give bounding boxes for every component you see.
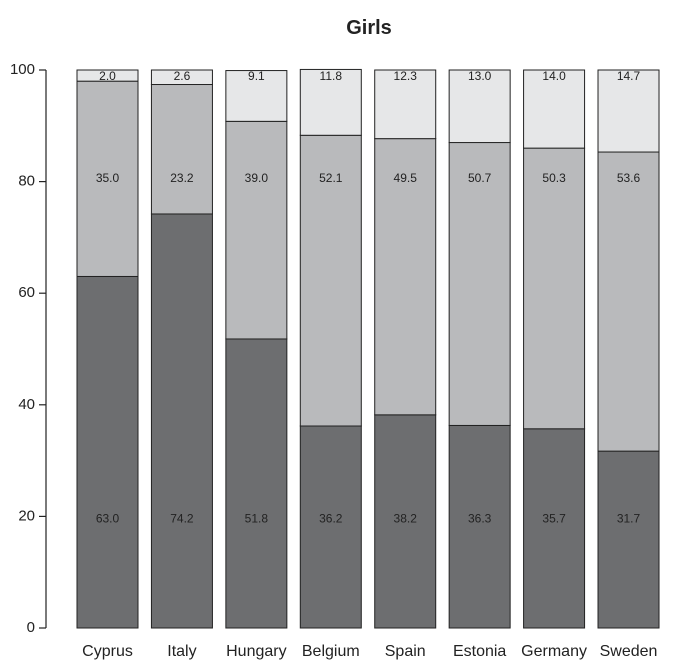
- bar-segment: [225, 120, 288, 340]
- x-tick-label: Estonia: [453, 643, 506, 660]
- y-tick-label: 20: [18, 507, 35, 524]
- x-tick-label: Hungary: [226, 643, 286, 660]
- y-axis: 0 20 40 60 80 100: [10, 61, 47, 636]
- x-tick-label: Sweden: [600, 643, 658, 660]
- bar-segment: [448, 142, 511, 426]
- data-label: 53.6: [617, 171, 641, 185]
- bar-segment: [225, 70, 288, 122]
- data-label: 52.1: [319, 171, 343, 185]
- y-tick-label: 60: [18, 284, 35, 301]
- data-label: 39.0: [245, 171, 269, 185]
- bar-segment: [597, 450, 660, 629]
- bar-segment: [448, 424, 511, 629]
- data-label: 63.0: [96, 511, 120, 525]
- data-label: 14.0: [542, 69, 566, 83]
- y-tick-label: 40: [18, 396, 35, 413]
- data-label: 12.3: [394, 69, 418, 83]
- x-axis-labels: Cyprus Italy Hungary Belgium Spain Estonia Ger…: [82, 643, 657, 660]
- data-label: 35.0: [96, 171, 120, 185]
- data-label: 2.6: [174, 69, 191, 83]
- bars-group: 63.0 35.0 2.0 74.2 23.2 2.6 51.8 39.0 9.1 36.2 52.…: [76, 68, 660, 629]
- data-label: 13.0: [468, 69, 492, 83]
- x-tick-label: Belgium: [302, 643, 360, 660]
- bar-segment: [299, 425, 362, 629]
- y-tick-label: 0: [27, 619, 35, 636]
- bar-segment: [597, 69, 660, 153]
- data-label: 50.7: [468, 171, 492, 185]
- y-tick-label: 80: [18, 173, 35, 190]
- bar-segment: [374, 69, 437, 140]
- data-label: 51.8: [245, 511, 269, 525]
- bar-segment: [299, 134, 362, 427]
- bar-segment: [448, 69, 511, 144]
- data-label: 74.2: [170, 511, 194, 525]
- x-tick-label: Spain: [385, 643, 426, 660]
- chart-title: Girls: [346, 17, 392, 39]
- bar-segment: [374, 138, 437, 416]
- bar-segment: [150, 69, 213, 86]
- bar-segment: [76, 69, 139, 82]
- data-label: 23.2: [170, 171, 194, 185]
- data-label: 38.2: [394, 511, 418, 525]
- bar-segment: [150, 84, 213, 215]
- data-label: 2.0: [99, 69, 116, 83]
- x-tick-label: Germany: [521, 643, 587, 660]
- data-label: 31.7: [617, 511, 641, 525]
- bar-segment: [523, 69, 586, 149]
- data-label: 14.7: [617, 69, 641, 83]
- data-label: 36.2: [319, 511, 343, 525]
- bar-segment: [225, 338, 288, 629]
- data-label: 11.8: [320, 69, 343, 83]
- bar-segment: [523, 428, 586, 629]
- data-label: 36.3: [468, 511, 492, 525]
- bar-segment: [150, 213, 213, 629]
- bar-segment: [299, 68, 362, 136]
- y-tick-label: 100: [10, 61, 35, 78]
- bar-segment: [597, 151, 660, 452]
- bar-segment: [76, 275, 139, 629]
- bar-segment: [374, 414, 437, 629]
- data-label: 9.1: [248, 69, 265, 83]
- x-tick-label: Cyprus: [82, 643, 133, 660]
- data-label: 35.7: [542, 511, 566, 525]
- data-label: 49.5: [394, 171, 418, 185]
- data-label: 50.3: [542, 171, 566, 185]
- bar-segment: [76, 80, 139, 277]
- bar-segment: [523, 147, 586, 430]
- x-tick-label: Italy: [167, 643, 196, 660]
